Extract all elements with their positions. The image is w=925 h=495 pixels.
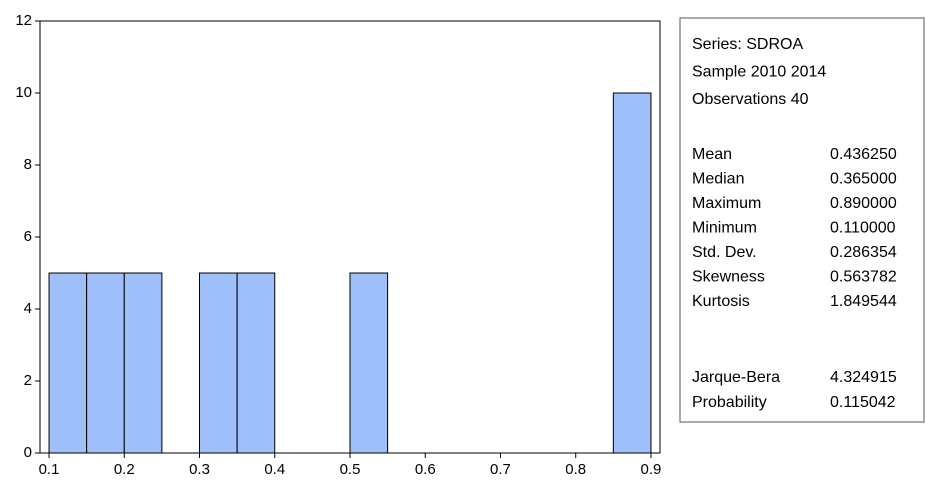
x-tick-label: 0.3 bbox=[189, 461, 210, 478]
y-tick-label: 4 bbox=[24, 300, 32, 317]
stats-line: Sample 2010 2014 bbox=[692, 64, 826, 81]
bar bbox=[86, 272, 125, 454]
stat-label: Skewness bbox=[692, 269, 765, 286]
stat-label: Mean bbox=[692, 146, 732, 163]
test-value: 4.324915 bbox=[830, 369, 897, 386]
y-tick-label: 0 bbox=[24, 444, 32, 461]
stat-label: Std. Dev. bbox=[692, 244, 757, 261]
bar bbox=[199, 272, 238, 454]
test-label: Probability bbox=[692, 394, 767, 411]
test-label: Jarque-Bera bbox=[692, 369, 780, 386]
y-tick-label: 6 bbox=[24, 228, 32, 245]
y-tick-label: 10 bbox=[15, 84, 32, 101]
test-value: 0.115042 bbox=[830, 394, 896, 411]
bar bbox=[612, 92, 652, 454]
bar bbox=[236, 272, 276, 454]
y-tick-label: 12 bbox=[15, 12, 32, 29]
x-tick-label: 0.2 bbox=[114, 461, 135, 478]
stats-box bbox=[679, 17, 925, 423]
stat-label: Maximum bbox=[692, 195, 761, 212]
stat-value: 0.365000 bbox=[830, 171, 897, 188]
x-tick-label: 0.6 bbox=[415, 461, 436, 478]
stat-value: 0.110000 bbox=[830, 220, 896, 237]
stats-line: Observations 40 bbox=[692, 91, 809, 108]
stats-line: Series: SDROA bbox=[692, 36, 803, 53]
x-tick-label: 0.4 bbox=[264, 461, 285, 478]
x-tick-label: 0.9 bbox=[641, 461, 662, 478]
stat-value: 0.563782 bbox=[830, 269, 897, 286]
y-tick-label: 2 bbox=[24, 372, 32, 389]
stat-value: 0.890000 bbox=[830, 195, 897, 212]
bar bbox=[48, 272, 88, 454]
x-tick-label: 0.8 bbox=[565, 461, 586, 478]
stat-label: Median bbox=[692, 171, 744, 188]
bar bbox=[349, 272, 389, 454]
bar bbox=[123, 272, 163, 454]
stat-label: Minimum bbox=[692, 220, 757, 237]
stat-value: 0.436250 bbox=[830, 146, 897, 163]
x-tick-label: 0.5 bbox=[340, 461, 361, 478]
y-tick-label: 8 bbox=[24, 156, 32, 173]
x-tick-label: 0.1 bbox=[39, 461, 60, 478]
x-tick-label: 0.7 bbox=[490, 461, 511, 478]
stat-value: 1.849544 bbox=[830, 293, 897, 310]
stat-value: 0.286354 bbox=[830, 244, 897, 261]
stat-label: Kurtosis bbox=[692, 293, 750, 310]
